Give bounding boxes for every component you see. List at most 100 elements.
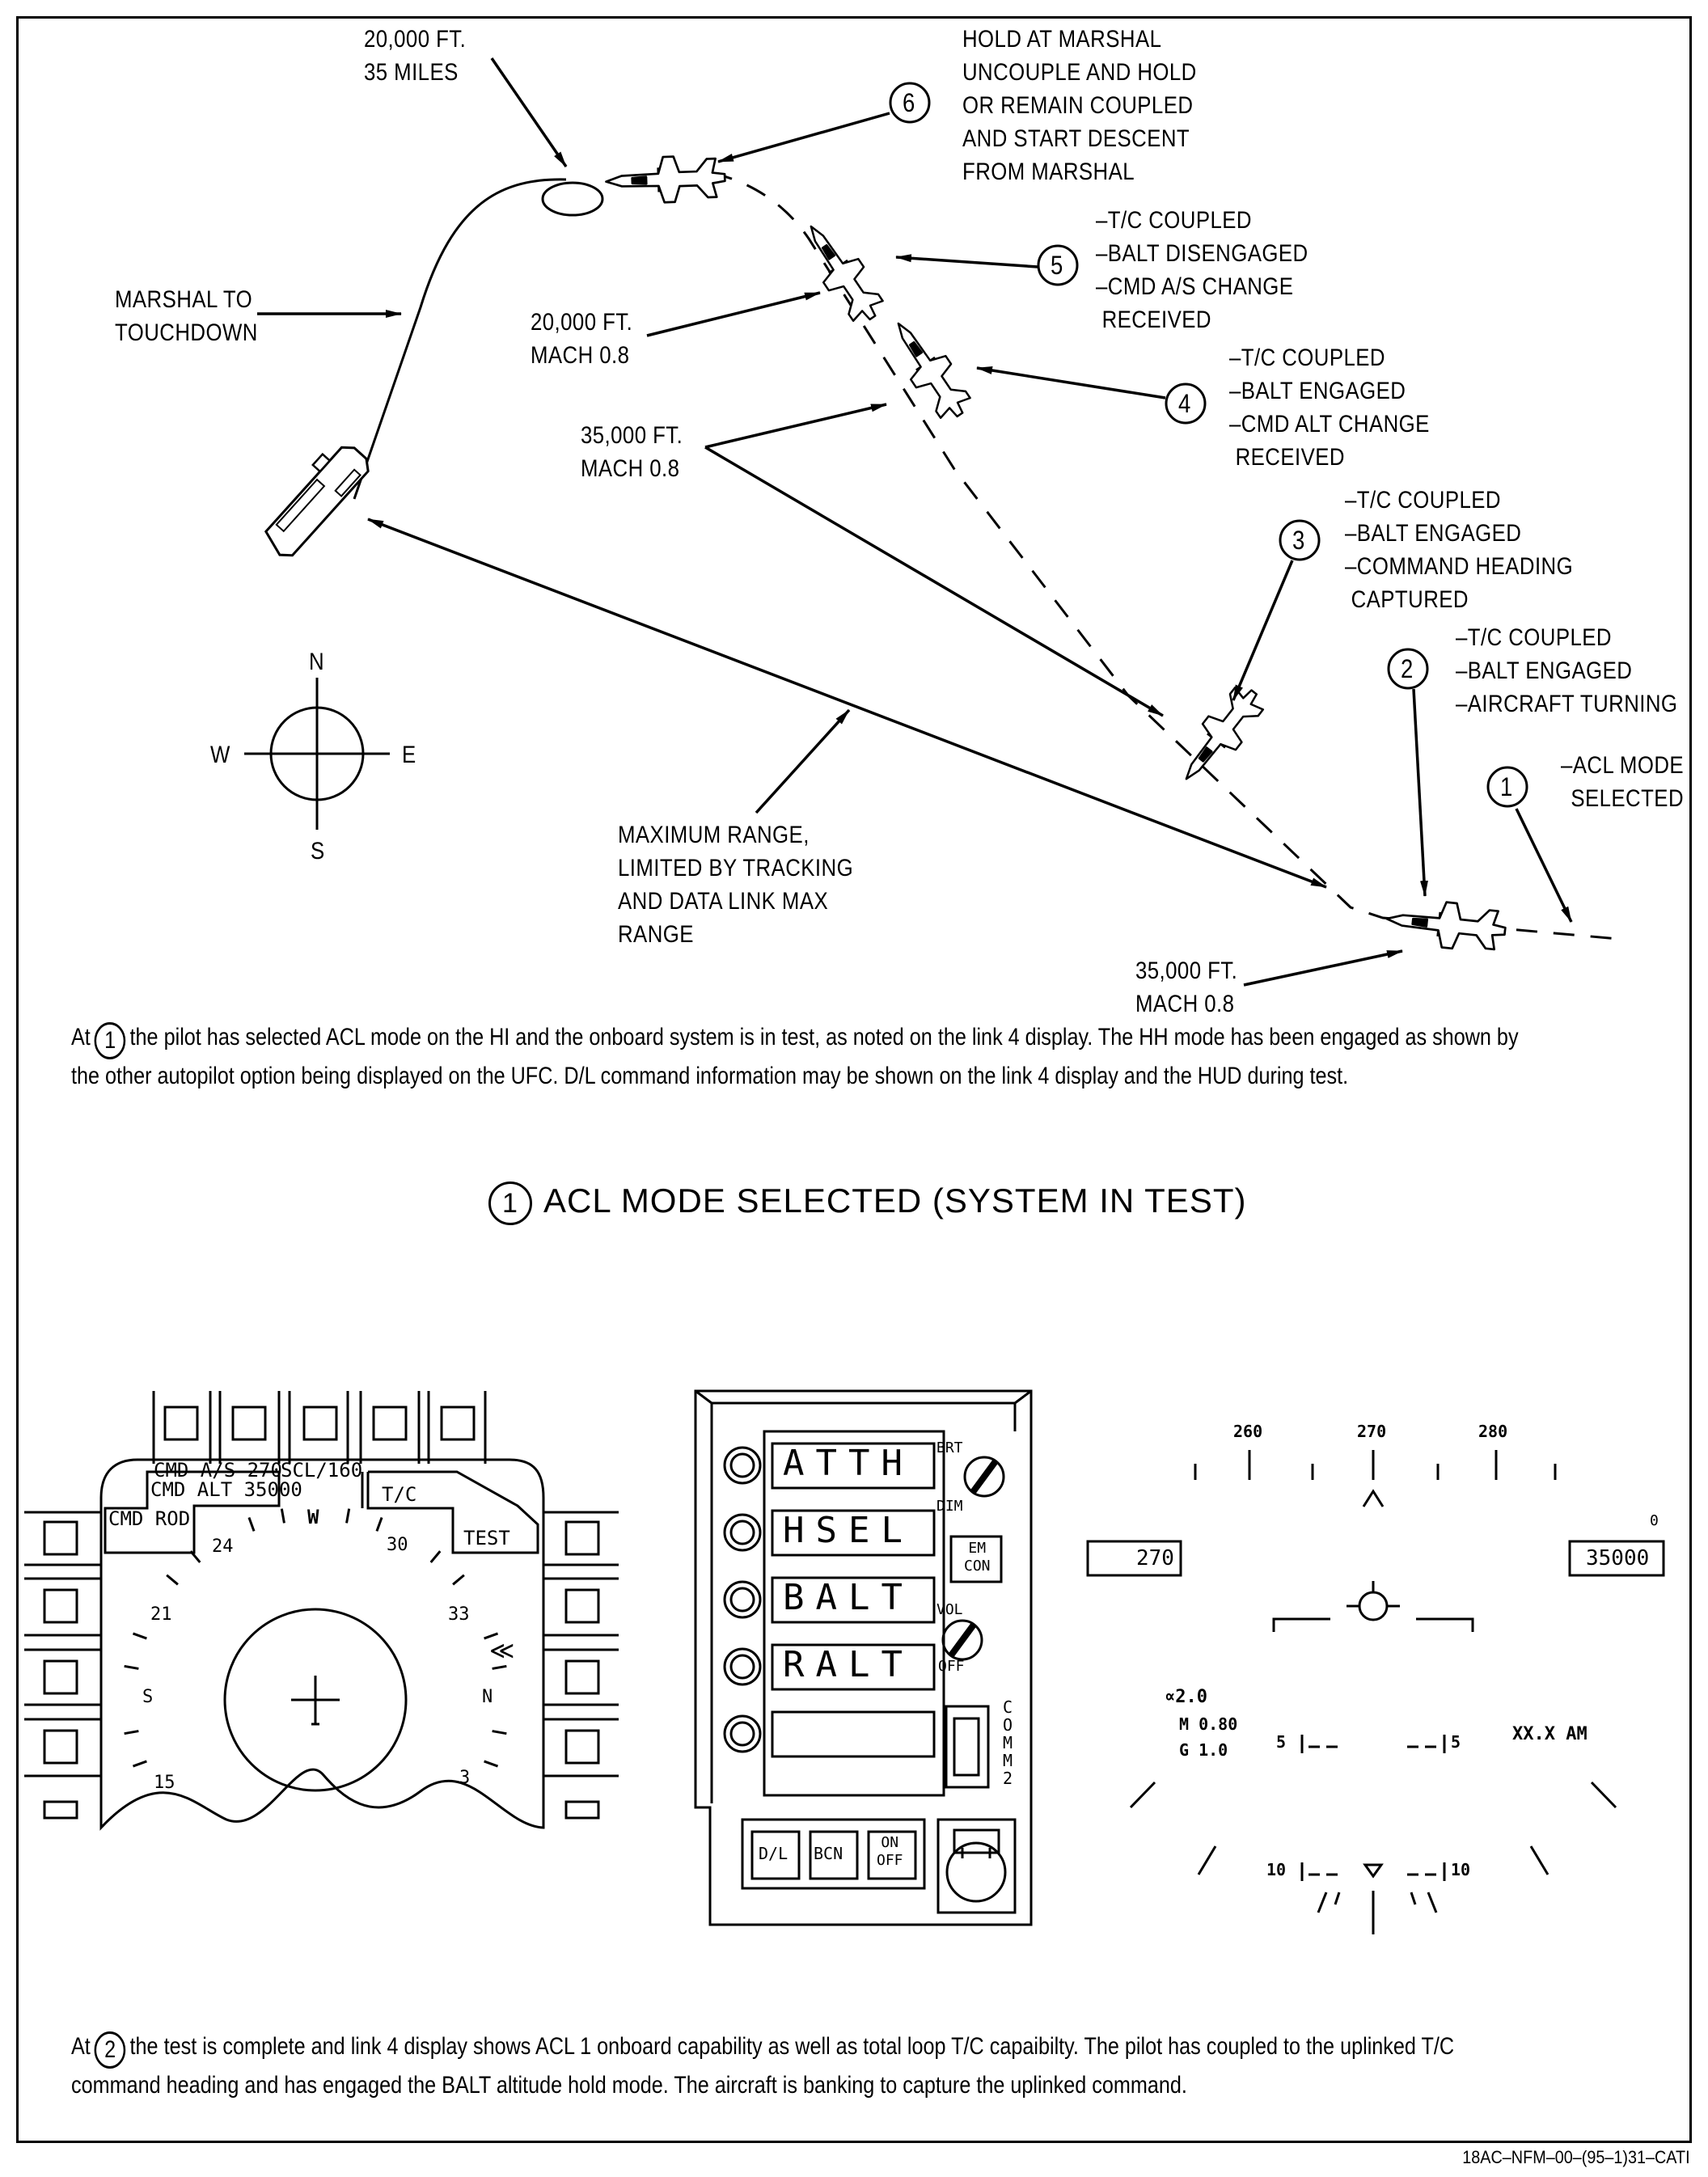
section-title: 1 ACL MODE SELECTED (SYSTEM IN TEST) bbox=[484, 1181, 1246, 1225]
hsi-compass-tick bbox=[429, 1550, 442, 1563]
hud-airspeed-box: 270 bbox=[1136, 1546, 1174, 1570]
hsi-cmd-alt: CMD ALT 35000 bbox=[150, 1478, 302, 1501]
arrow-max-range bbox=[367, 518, 1327, 889]
ufc-window-atth[interactable]: ATTH bbox=[783, 1443, 914, 1484]
step-number-3: 3 bbox=[1292, 526, 1305, 555]
hud-alpha: ∝2.0 bbox=[1165, 1687, 1207, 1707]
hsi-compass-tick bbox=[484, 1760, 499, 1768]
hsi-tick-24: 24 bbox=[212, 1537, 234, 1557]
step-circle-6 bbox=[889, 82, 931, 124]
marshal-holding-pattern bbox=[541, 181, 604, 217]
hsi-compass-tick bbox=[492, 1730, 507, 1735]
arrow-step1 bbox=[1515, 808, 1573, 923]
label-max-range: MAXIMUM RANGE, LIMITED BY TRACKING AND DAT… bbox=[618, 822, 854, 948]
hud-pitch5-right: 5 bbox=[1451, 1732, 1461, 1752]
step-number-6: 6 bbox=[903, 88, 915, 117]
hud-symbology bbox=[1086, 1450, 1665, 1934]
arrow-marshal-alt bbox=[490, 57, 568, 167]
hsi-tick-33: 33 bbox=[448, 1604, 470, 1625]
page-border bbox=[16, 16, 1692, 2143]
ufc-window-balt[interactable]: BALT bbox=[783, 1577, 914, 1618]
arrow-step3 bbox=[1232, 560, 1294, 701]
label-step4-status: –T/C COUPLED –BALT ENGAGED –CMD ALT CHANGE… bbox=[1229, 345, 1430, 471]
label-35000-mach-lower: 35,000 FT. MACH 0.8 bbox=[1135, 957, 1238, 1017]
label-marshal-to-touchdown: MARSHAL TO TOUCHDOWN bbox=[115, 286, 258, 346]
label-step3-status: –T/C COUPLED –BALT ENGAGED –COMMAND HEADIN… bbox=[1345, 487, 1574, 613]
hud-pitch5-left: 5 bbox=[1276, 1732, 1287, 1752]
compass-w: W bbox=[210, 742, 230, 768]
hsi-compass-tick bbox=[452, 1574, 465, 1586]
label-35000-mach-upper: 35,000 FT. MACH 0.8 bbox=[581, 422, 683, 482]
hud-time: XX.X AM bbox=[1512, 1724, 1588, 1744]
hsi-compass-tick bbox=[132, 1632, 147, 1640]
step-circle-4 bbox=[1165, 383, 1207, 425]
jet-icon-3 bbox=[1169, 678, 1272, 793]
hud-heading-270: 270 bbox=[1357, 1422, 1387, 1441]
figure-code: 18AC–NFM–00–(95–1)31–CATI bbox=[1462, 2147, 1690, 2167]
arrow-step5 bbox=[895, 254, 1038, 268]
hud-pitch10-left: 10 bbox=[1266, 1860, 1287, 1879]
arrow-step2 bbox=[1412, 688, 1428, 897]
step-number-5: 5 bbox=[1051, 251, 1063, 280]
hud-altitude-box: 35000 bbox=[1586, 1546, 1650, 1570]
ufc-off-label: OFF bbox=[938, 1658, 965, 1675]
step-number-2: 2 bbox=[1401, 654, 1414, 683]
hud-pitch10-right: 10 bbox=[1451, 1860, 1471, 1879]
ufc-emcon-button[interactable]: EM CON bbox=[964, 1540, 991, 1575]
hsi-compass-tick bbox=[247, 1516, 256, 1532]
hsi-bezel-lines bbox=[24, 1391, 619, 1792]
hsi-scl: SCL/160 bbox=[281, 1459, 363, 1482]
arrow-max-range-label bbox=[755, 708, 851, 814]
hsi-tick-s: S bbox=[142, 1687, 154, 1707]
hsi-display bbox=[43, 1406, 600, 1831]
hsi-cmd-as: CMD A/S 270 bbox=[154, 1459, 282, 1482]
arrow-20000-mach bbox=[646, 291, 821, 337]
ufc-window-hsel[interactable]: HSEL bbox=[783, 1510, 914, 1551]
hsi-compass-tick bbox=[124, 1664, 139, 1670]
arrow-35000-lower bbox=[1243, 949, 1403, 987]
ufc-brt-label: BRT bbox=[936, 1439, 963, 1456]
ufc-dim-label: DIM bbox=[936, 1498, 963, 1515]
hud-g: G 1.0 bbox=[1179, 1740, 1228, 1760]
ufc-dl-button[interactable]: D/L bbox=[759, 1844, 788, 1863]
ufc-onoff-button[interactable]: ON OFF bbox=[877, 1834, 903, 1869]
hsi-tick-w: W bbox=[307, 1506, 319, 1528]
compass-rose bbox=[244, 678, 390, 830]
hsi-test: TEST bbox=[463, 1527, 510, 1549]
hud-altitude-small-zero: 0 bbox=[1650, 1512, 1659, 1529]
compass-e: E bbox=[402, 742, 416, 768]
hsi-tick-3: 3 bbox=[459, 1768, 471, 1788]
arrow-35000-upper-a bbox=[704, 403, 887, 449]
hsi-tick-30: 30 bbox=[387, 1535, 408, 1555]
hud-heading-280: 280 bbox=[1478, 1422, 1508, 1441]
paragraph-2: At 2 the test is complete and link 4 displ… bbox=[71, 2031, 1455, 2099]
label-step1-status: –ACL MODE SELECTED bbox=[1561, 752, 1685, 812]
hsi-compass-tick bbox=[345, 1508, 351, 1524]
jet-icon-6 bbox=[604, 154, 727, 206]
hsi-compass-tick bbox=[484, 1632, 499, 1640]
hsi-compass-tick bbox=[189, 1550, 201, 1563]
step-number-4: 4 bbox=[1178, 389, 1191, 418]
label-marshal-altitude: 20,000 FT. 35 MILES bbox=[364, 26, 467, 86]
label-hold-at-marshal: HOLD AT MARSHAL UNCOUPLE AND HOLD OR REMAI… bbox=[962, 26, 1197, 185]
ufc-bcn-button[interactable]: BCN bbox=[814, 1844, 843, 1863]
paragraph-1-step: 1 bbox=[94, 1022, 126, 1059]
hsi-compass-tick bbox=[166, 1574, 179, 1586]
ufc-window-ralt[interactable]: RALT bbox=[783, 1644, 914, 1685]
compass-s: S bbox=[311, 838, 325, 864]
hud-heading-260: 260 bbox=[1233, 1422, 1263, 1441]
paragraph-1: At 1 the pilot has selected ACL mode on th… bbox=[71, 1022, 1519, 1089]
hsi-compass-tick bbox=[375, 1516, 383, 1532]
dashed-flight-path bbox=[711, 171, 1628, 941]
hsi-cmd-rod: CMD ROD bbox=[108, 1507, 191, 1530]
hsi-compass-tick bbox=[280, 1508, 285, 1524]
label-step5-status: –T/C COUPLED –BALT DISENGAGED –CMD A/S CHA… bbox=[1096, 207, 1308, 333]
arrow-step4 bbox=[976, 366, 1166, 399]
step-circle-2 bbox=[1387, 648, 1429, 690]
compass-n: N bbox=[309, 649, 325, 675]
label-step2-status: –T/C COUPLED –BALT ENGAGED –AIRCRAFT TURNI… bbox=[1456, 624, 1678, 717]
hud-mach: M 0.80 bbox=[1179, 1714, 1238, 1734]
step-circle-5 bbox=[1037, 244, 1079, 286]
